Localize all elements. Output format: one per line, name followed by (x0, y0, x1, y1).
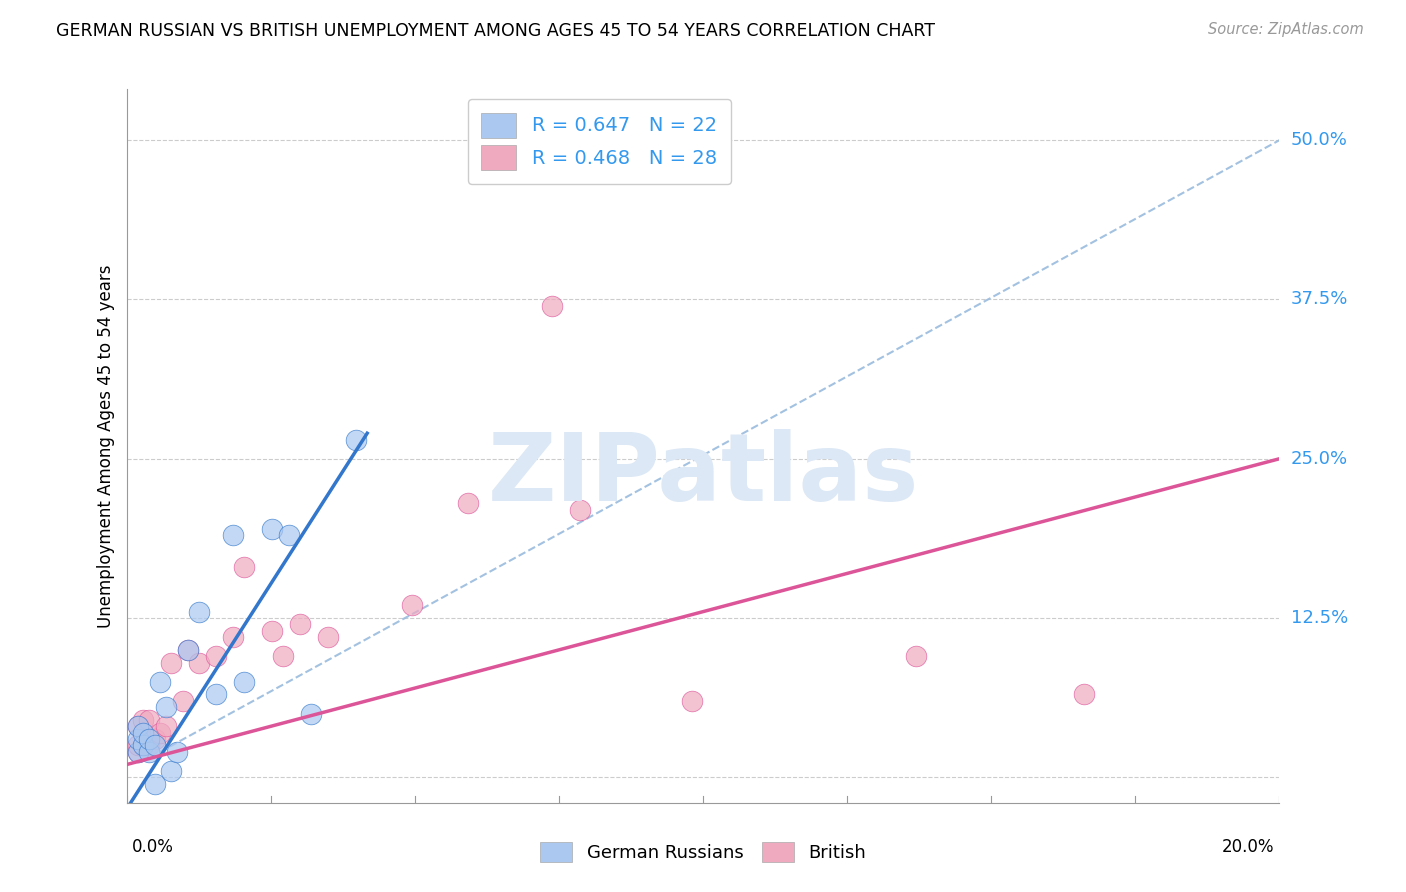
Point (138, 732, 160, 747)
Point (155, 719, 177, 733)
Point (127, 719, 149, 733)
Point (681, 694, 703, 708)
Text: Source: ZipAtlas.com: Source: ZipAtlas.com (1208, 22, 1364, 37)
Point (166, 745, 188, 759)
Point (260, 624, 283, 638)
Point (260, 522, 283, 536)
Point (188, 656, 211, 670)
Point (233, 560, 256, 574)
Text: 50.0%: 50.0% (1291, 131, 1347, 149)
Point (205, 688, 228, 702)
Point (127, 745, 149, 759)
Y-axis label: Unemployment Among Ages 45 to 54 years: Unemployment Among Ages 45 to 54 years (97, 264, 115, 628)
Point (277, 528, 299, 542)
Point (233, 674, 256, 689)
Point (299, 706, 322, 721)
Point (132, 713, 155, 727)
Point (172, 694, 194, 708)
Point (143, 739, 166, 753)
Point (127, 719, 149, 733)
Text: 37.5%: 37.5% (1291, 291, 1348, 309)
Point (904, 649, 927, 664)
Point (401, 599, 423, 613)
Legend: R = 0.647   N = 22, R = 0.468   N = 28: R = 0.647 N = 22, R = 0.468 N = 28 (468, 99, 731, 184)
Point (127, 739, 149, 753)
Point (177, 643, 200, 657)
Point (205, 649, 228, 664)
Point (132, 725, 155, 739)
Point (138, 713, 160, 727)
Point (188, 605, 211, 619)
Point (568, 502, 591, 516)
Text: 12.5%: 12.5% (1291, 609, 1348, 627)
Point (127, 732, 149, 747)
Point (143, 777, 166, 791)
Point (132, 739, 155, 753)
Point (132, 739, 155, 753)
Text: ZIPatlas: ZIPatlas (488, 428, 918, 521)
Point (138, 739, 160, 753)
Point (222, 630, 245, 644)
Point (143, 732, 166, 747)
Point (155, 700, 177, 714)
Point (160, 656, 183, 670)
Text: 25.0%: 25.0% (1291, 450, 1348, 467)
Legend: German Russians, British: German Russians, British (533, 834, 873, 870)
Point (541, 299, 564, 313)
Point (127, 745, 149, 759)
Point (222, 528, 245, 542)
Point (271, 649, 294, 664)
Text: 0.0%: 0.0% (132, 838, 174, 856)
Point (316, 630, 339, 644)
Point (149, 725, 172, 739)
Text: GERMAN RUSSIAN VS BRITISH UNEMPLOYMENT AMONG AGES 45 TO 54 YEARS CORRELATION CHA: GERMAN RUSSIAN VS BRITISH UNEMPLOYMENT A… (56, 22, 935, 40)
Point (288, 617, 311, 632)
Point (177, 643, 200, 657)
Point (160, 764, 183, 778)
Text: 20.0%: 20.0% (1222, 838, 1274, 856)
Point (1073, 688, 1095, 702)
Point (344, 433, 367, 447)
Point (457, 496, 479, 510)
Point (149, 674, 172, 689)
Point (138, 745, 160, 759)
